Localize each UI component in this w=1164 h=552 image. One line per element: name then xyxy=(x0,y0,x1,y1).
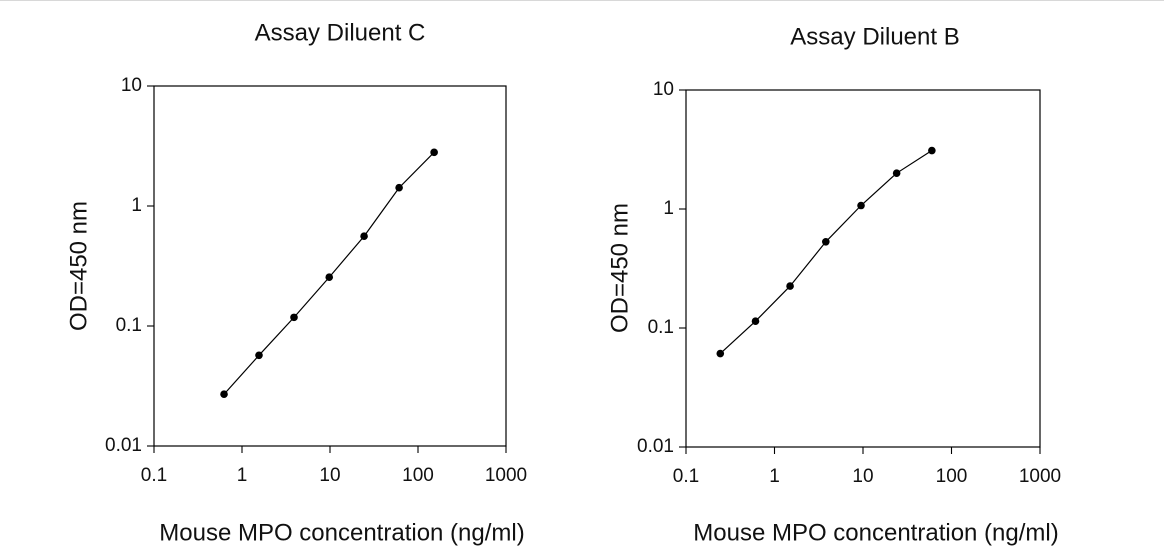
y-tick-label: 0.1 xyxy=(648,317,674,338)
data-point xyxy=(430,148,438,157)
data-point xyxy=(255,351,263,360)
x-tick-label: 1 xyxy=(237,465,248,486)
x-tick-label: 1000 xyxy=(1019,466,1061,487)
top-divider xyxy=(0,0,1164,1)
x-tick-label: 1 xyxy=(769,466,780,487)
data-point xyxy=(857,201,865,210)
x-tick-label: 100 xyxy=(402,465,434,486)
x-axis-label: Mouse MPO concentration (ng/ml) xyxy=(159,519,524,546)
data-point xyxy=(786,282,794,290)
data-point xyxy=(325,273,334,282)
y-tick-label: 1 xyxy=(663,198,674,219)
y-axis-label: OD=450 nm xyxy=(65,201,92,331)
data-point xyxy=(822,238,830,246)
x-tick-label: 0.1 xyxy=(673,466,699,487)
data-point xyxy=(290,313,298,322)
plot-area-frame xyxy=(153,85,507,447)
y-tick-label: 10 xyxy=(653,79,674,100)
data-point xyxy=(360,232,368,241)
chart-title: Assay Diluent C xyxy=(255,19,426,46)
data-point xyxy=(220,390,228,399)
chart-title: Assay Diluent B xyxy=(790,23,959,50)
data-point xyxy=(716,349,725,358)
y-tick-label: 0.01 xyxy=(637,436,674,457)
plot-area-frame xyxy=(685,89,1041,448)
data-point xyxy=(928,146,936,155)
y-tick-label: 10 xyxy=(121,75,142,96)
x-tick-label: 1000 xyxy=(485,465,527,486)
x-tick-label: 10 xyxy=(852,466,873,487)
x-tick-label: 100 xyxy=(936,466,968,487)
series-line xyxy=(719,150,933,354)
y-axis-label: OD=450 nm xyxy=(606,203,633,333)
y-tick-label: 0.1 xyxy=(116,315,142,336)
chart-panel-1: Assay Diluent C 0.1 1 10 100 1000 0.01 0.1 1 10 OD… xyxy=(65,19,527,546)
y-tick-label: 0.01 xyxy=(105,435,142,456)
x-axis-label: Mouse MPO concentration (ng/ml) xyxy=(693,519,1058,546)
data-point xyxy=(892,169,901,177)
data-point xyxy=(395,183,403,192)
x-tick-label: 0.1 xyxy=(141,465,167,486)
data-point xyxy=(751,317,760,326)
x-tick-label: 10 xyxy=(319,465,340,486)
chart-panel-2: Assay Diluent B 0.1 1 10 100 1000 0.01 0.1 1 10 OD… xyxy=(606,23,1061,546)
y-tick-label: 1 xyxy=(131,195,142,216)
